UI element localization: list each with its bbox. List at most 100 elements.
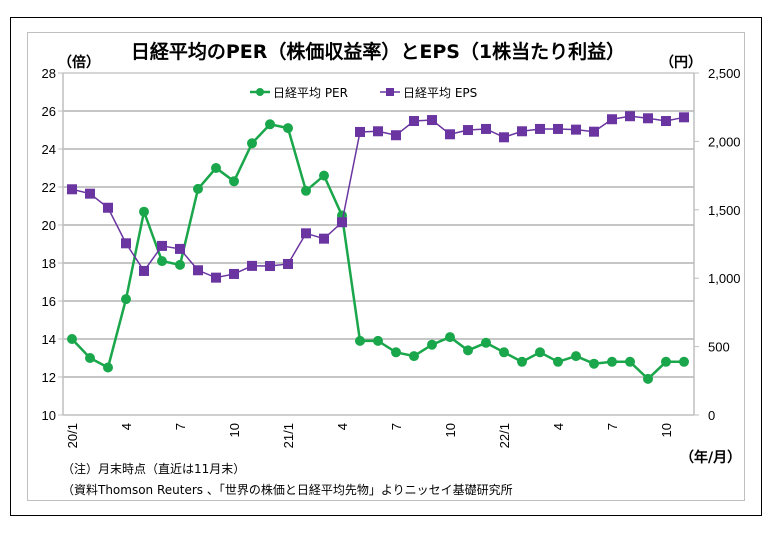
eps-point: [463, 125, 473, 136]
x-tick-label: 21/1: [281, 423, 296, 448]
right-y-tick-label: 500: [708, 340, 730, 355]
eps-point: [337, 217, 347, 228]
eps-point: [121, 238, 131, 249]
eps-point: [589, 126, 599, 137]
per-point: [247, 138, 257, 149]
left-y-tick-label: 18: [42, 256, 56, 271]
legend-item-per[interactable]: 日経平均 PER: [250, 86, 348, 100]
eps-point: [625, 111, 635, 122]
note-text: （注）月末時点（直近は11月末）: [62, 461, 245, 476]
left-y-tick-label: 22: [42, 180, 56, 195]
per-point: [301, 185, 311, 196]
per-point: [265, 119, 275, 130]
eps-point: [67, 184, 77, 195]
source-text: （資料Thomson Reuters 、「世界の株価と日経平均先物」よりニッセイ…: [62, 482, 513, 497]
left-y-tick-label: 14: [42, 332, 56, 347]
x-tick-label: 7: [605, 423, 620, 430]
eps-point: [391, 130, 401, 141]
x-tick-label: 7: [389, 423, 404, 430]
series-layer: [67, 111, 689, 384]
eps-point: [427, 115, 437, 126]
eps-point: [481, 123, 491, 134]
right-y-tick-label: 2,500: [708, 66, 741, 81]
eps-point: [355, 126, 365, 137]
eps-point: [103, 202, 113, 213]
left-y-tick-label: 28: [42, 66, 56, 81]
eps-point: [661, 116, 671, 127]
left-y-tick-label: 16: [42, 294, 56, 309]
per-point: [571, 351, 581, 362]
left-y-tick-label: 24: [42, 142, 56, 157]
eps-point: [157, 240, 167, 251]
per-point: [589, 358, 599, 369]
per-point: [139, 206, 149, 217]
per-point: [193, 183, 203, 194]
eps-point: [517, 126, 527, 137]
eps-point: [679, 112, 689, 123]
eps-point: [535, 123, 545, 134]
per-point: [517, 356, 527, 367]
eps-point: [211, 272, 221, 283]
series-eps: [67, 111, 689, 283]
right-y-tick-label: 1,500: [708, 203, 741, 218]
eps-point: [499, 132, 509, 143]
per-point: [373, 335, 383, 346]
legend-item-eps[interactable]: 日経平均 EPS: [380, 86, 477, 100]
eps-point: [409, 116, 419, 127]
per-point: [85, 353, 95, 363]
eps-point: [553, 123, 563, 134]
x-tick-label: 4: [119, 423, 134, 430]
left-y-tick-label: 20: [42, 218, 56, 233]
per-point: [481, 337, 491, 348]
per-point: [67, 334, 77, 344]
eps-point: [193, 265, 203, 276]
per-point: [679, 356, 689, 367]
gridlines: [63, 72, 694, 378]
left-y-tick-label: 10: [42, 408, 56, 423]
per-point: [121, 294, 131, 305]
x-tick-label: 4: [335, 423, 350, 430]
eps-point: [571, 124, 581, 135]
left-axis-unit: （倍）: [58, 54, 100, 71]
eps-point: [139, 265, 149, 276]
x-tick-label: 10: [659, 423, 674, 437]
chart-area-border: [27, 32, 745, 501]
per-point: [355, 335, 365, 346]
x-axis-unit: （年/月）: [680, 449, 741, 466]
per-point: [499, 347, 509, 358]
eps-point: [175, 243, 185, 254]
per-point: [211, 163, 221, 173]
outer-frame: [10, 17, 762, 516]
x-tick-label: 4: [551, 423, 566, 430]
left-y-tick-label: 12: [42, 370, 56, 385]
eps-point: [445, 129, 455, 140]
legend-eps-label: 日経平均 EPS: [403, 86, 477, 100]
right-y-tick-label: 1,000: [708, 271, 741, 286]
legend: 日経平均 PER 日経平均 EPS: [250, 86, 477, 100]
per-point: [607, 356, 617, 367]
right-y-tick-label: 0: [708, 408, 715, 423]
eps-point: [607, 114, 617, 125]
per-point: [463, 345, 473, 356]
per-point: [427, 339, 437, 350]
eps-point: [85, 188, 95, 199]
x-tick-label: 20/1: [65, 423, 80, 448]
eps-point: [229, 268, 239, 279]
eps-point: [373, 126, 383, 137]
x-tick-label: 7: [173, 423, 188, 430]
left-y-tick-label: 26: [42, 104, 56, 119]
axes: [58, 72, 699, 416]
series-per: [67, 119, 689, 384]
per-point: [319, 170, 329, 181]
per-point: [409, 351, 419, 362]
left-y-tick-labels: 28 26 24 22 20 18 16 14 12 10: [42, 66, 56, 423]
eps-point: [247, 260, 257, 271]
per-point: [553, 356, 563, 367]
per-point: [103, 362, 113, 373]
eps-point: [643, 113, 653, 124]
legend-eps-marker-icon: [386, 88, 394, 96]
per-point: [445, 332, 455, 343]
per-point: [229, 176, 239, 187]
per-point: [157, 256, 167, 267]
